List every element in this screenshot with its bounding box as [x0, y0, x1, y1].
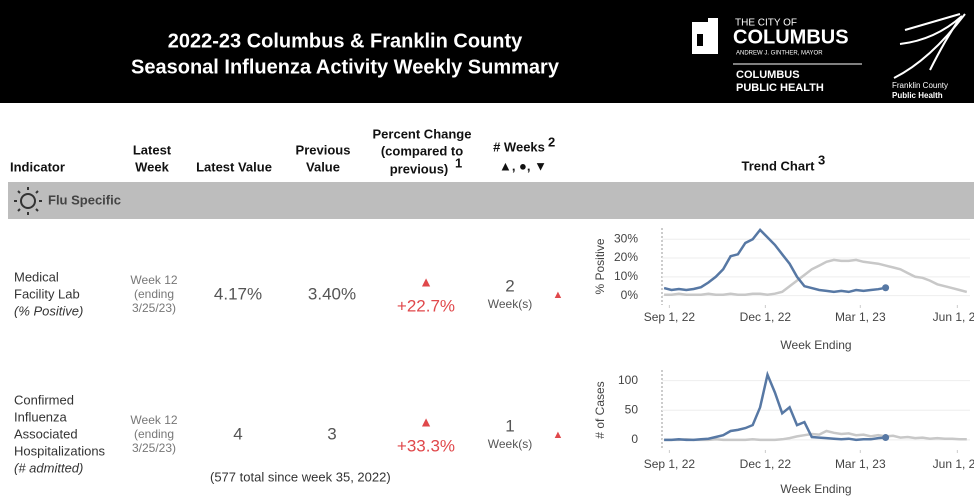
title: Seasonal Influenza Activity Weekly Summa… [131, 56, 560, 78]
column-header: # Weeks [493, 139, 545, 154]
weeks: 2 [505, 276, 514, 295]
latest-week: (ending [134, 427, 174, 441]
y-tick-label: 50 [625, 402, 639, 416]
section-bar [8, 182, 974, 219]
y-tick-label: 20% [614, 250, 638, 264]
x-tick-label: Mar 1, 23 [835, 457, 886, 471]
footnote-mark: 1 [455, 155, 462, 170]
previous-value: 3.40% [308, 284, 356, 303]
title: 2022-23 Columbus & Franklin County [168, 30, 523, 52]
column-header: (compared to [381, 143, 463, 158]
percent-change: +33.3% [397, 436, 455, 455]
logo-text: ANDREW J. GINTHER, MAYOR [736, 51, 823, 57]
indicator: Medical [14, 269, 59, 284]
section-title: Flu Specific [48, 192, 121, 207]
y-axis-label: % Positive [593, 238, 607, 294]
x-axis-label: Week Ending [780, 482, 851, 496]
latest-week: Week 12 [130, 273, 177, 287]
column-header: previous) [390, 161, 449, 176]
indicator: Influenza [14, 409, 68, 424]
column-header: Latest Value [196, 159, 272, 174]
trend-line [664, 258, 968, 296]
indicator: Confirmed [14, 392, 74, 407]
x-tick-label: Sep 1, 22 [644, 457, 696, 471]
latest-point [882, 434, 890, 442]
column-header: Value [306, 159, 340, 174]
y-tick-label: 0% [621, 288, 639, 302]
previous-value: 3 [327, 424, 336, 443]
x-tick-label: Jun 1, 23 [933, 310, 974, 324]
indicator-unit: (% Positive) [14, 303, 83, 318]
column-header: Week [135, 159, 169, 174]
header-bar [0, 0, 974, 103]
weeks-unit: Week(s) [488, 297, 532, 311]
percent-change: +22.7% [397, 296, 455, 315]
logo-text: Franklin County [892, 81, 948, 90]
column-header: Previous [296, 142, 351, 157]
footnote-mark: 3 [818, 152, 825, 167]
footnote-mark: 2 [548, 134, 555, 149]
latest-value: 4 [233, 424, 242, 443]
change-symbol: ▲ [419, 414, 433, 430]
weeks-unit: Week(s) [488, 437, 532, 451]
x-tick-label: Dec 1, 22 [740, 310, 792, 324]
weeks: 1 [505, 416, 514, 435]
logo-text: PUBLIC HEALTH [736, 82, 824, 94]
trend-line [664, 429, 967, 442]
trend-symbol: ▲ [553, 289, 564, 301]
column-header: Percent Change [373, 126, 472, 141]
trend-line [664, 370, 886, 442]
y-tick-label: 0 [631, 432, 638, 446]
latest-week: (ending [134, 287, 174, 301]
indicator: Facility Lab [14, 286, 80, 301]
y-tick-label: 10% [614, 269, 638, 283]
county-logo-icon [893, 13, 966, 79]
column-header: Latest [133, 142, 172, 157]
trend-line [663, 228, 886, 294]
y-tick-label: 100 [618, 373, 638, 387]
latest-week: Week 12 [130, 413, 177, 427]
logo-text: THE CITY OF [735, 18, 797, 29]
column-header: ▲, ●, ▼ [499, 158, 547, 173]
latest-week: 3/25/23) [132, 441, 176, 455]
virus-icon [14, 187, 42, 215]
latest-point [882, 284, 890, 292]
y-axis-label: # of Cases [593, 381, 607, 438]
x-tick-label: Sep 1, 22 [644, 310, 696, 324]
latest-value: 4.17% [214, 284, 262, 303]
indicator: Associated [14, 426, 78, 441]
change-symbol: ▲ [419, 274, 433, 290]
logo-text: COLUMBUS [736, 69, 800, 81]
logo-text: COLUMBUS [733, 26, 849, 48]
indicator-unit: (# admitted) [14, 460, 83, 475]
x-axis-label: Week Ending [780, 338, 851, 352]
total-note: (577 total since week 35, 2022) [210, 469, 391, 484]
y-tick-label: 30% [614, 231, 638, 245]
x-tick-label: Dec 1, 22 [740, 457, 792, 471]
trend-symbol: ▲ [553, 429, 564, 441]
x-tick-label: Mar 1, 23 [835, 310, 886, 324]
column-header: Trend Chart [742, 158, 816, 173]
logo-text: Public Health [892, 91, 943, 100]
latest-week: 3/25/23) [132, 301, 176, 315]
x-tick-label: Jun 1, 23 [933, 457, 974, 471]
indicator: Hospitalizations [14, 443, 106, 458]
city-logo-icon [692, 18, 718, 54]
column-header: Indicator [10, 159, 65, 174]
